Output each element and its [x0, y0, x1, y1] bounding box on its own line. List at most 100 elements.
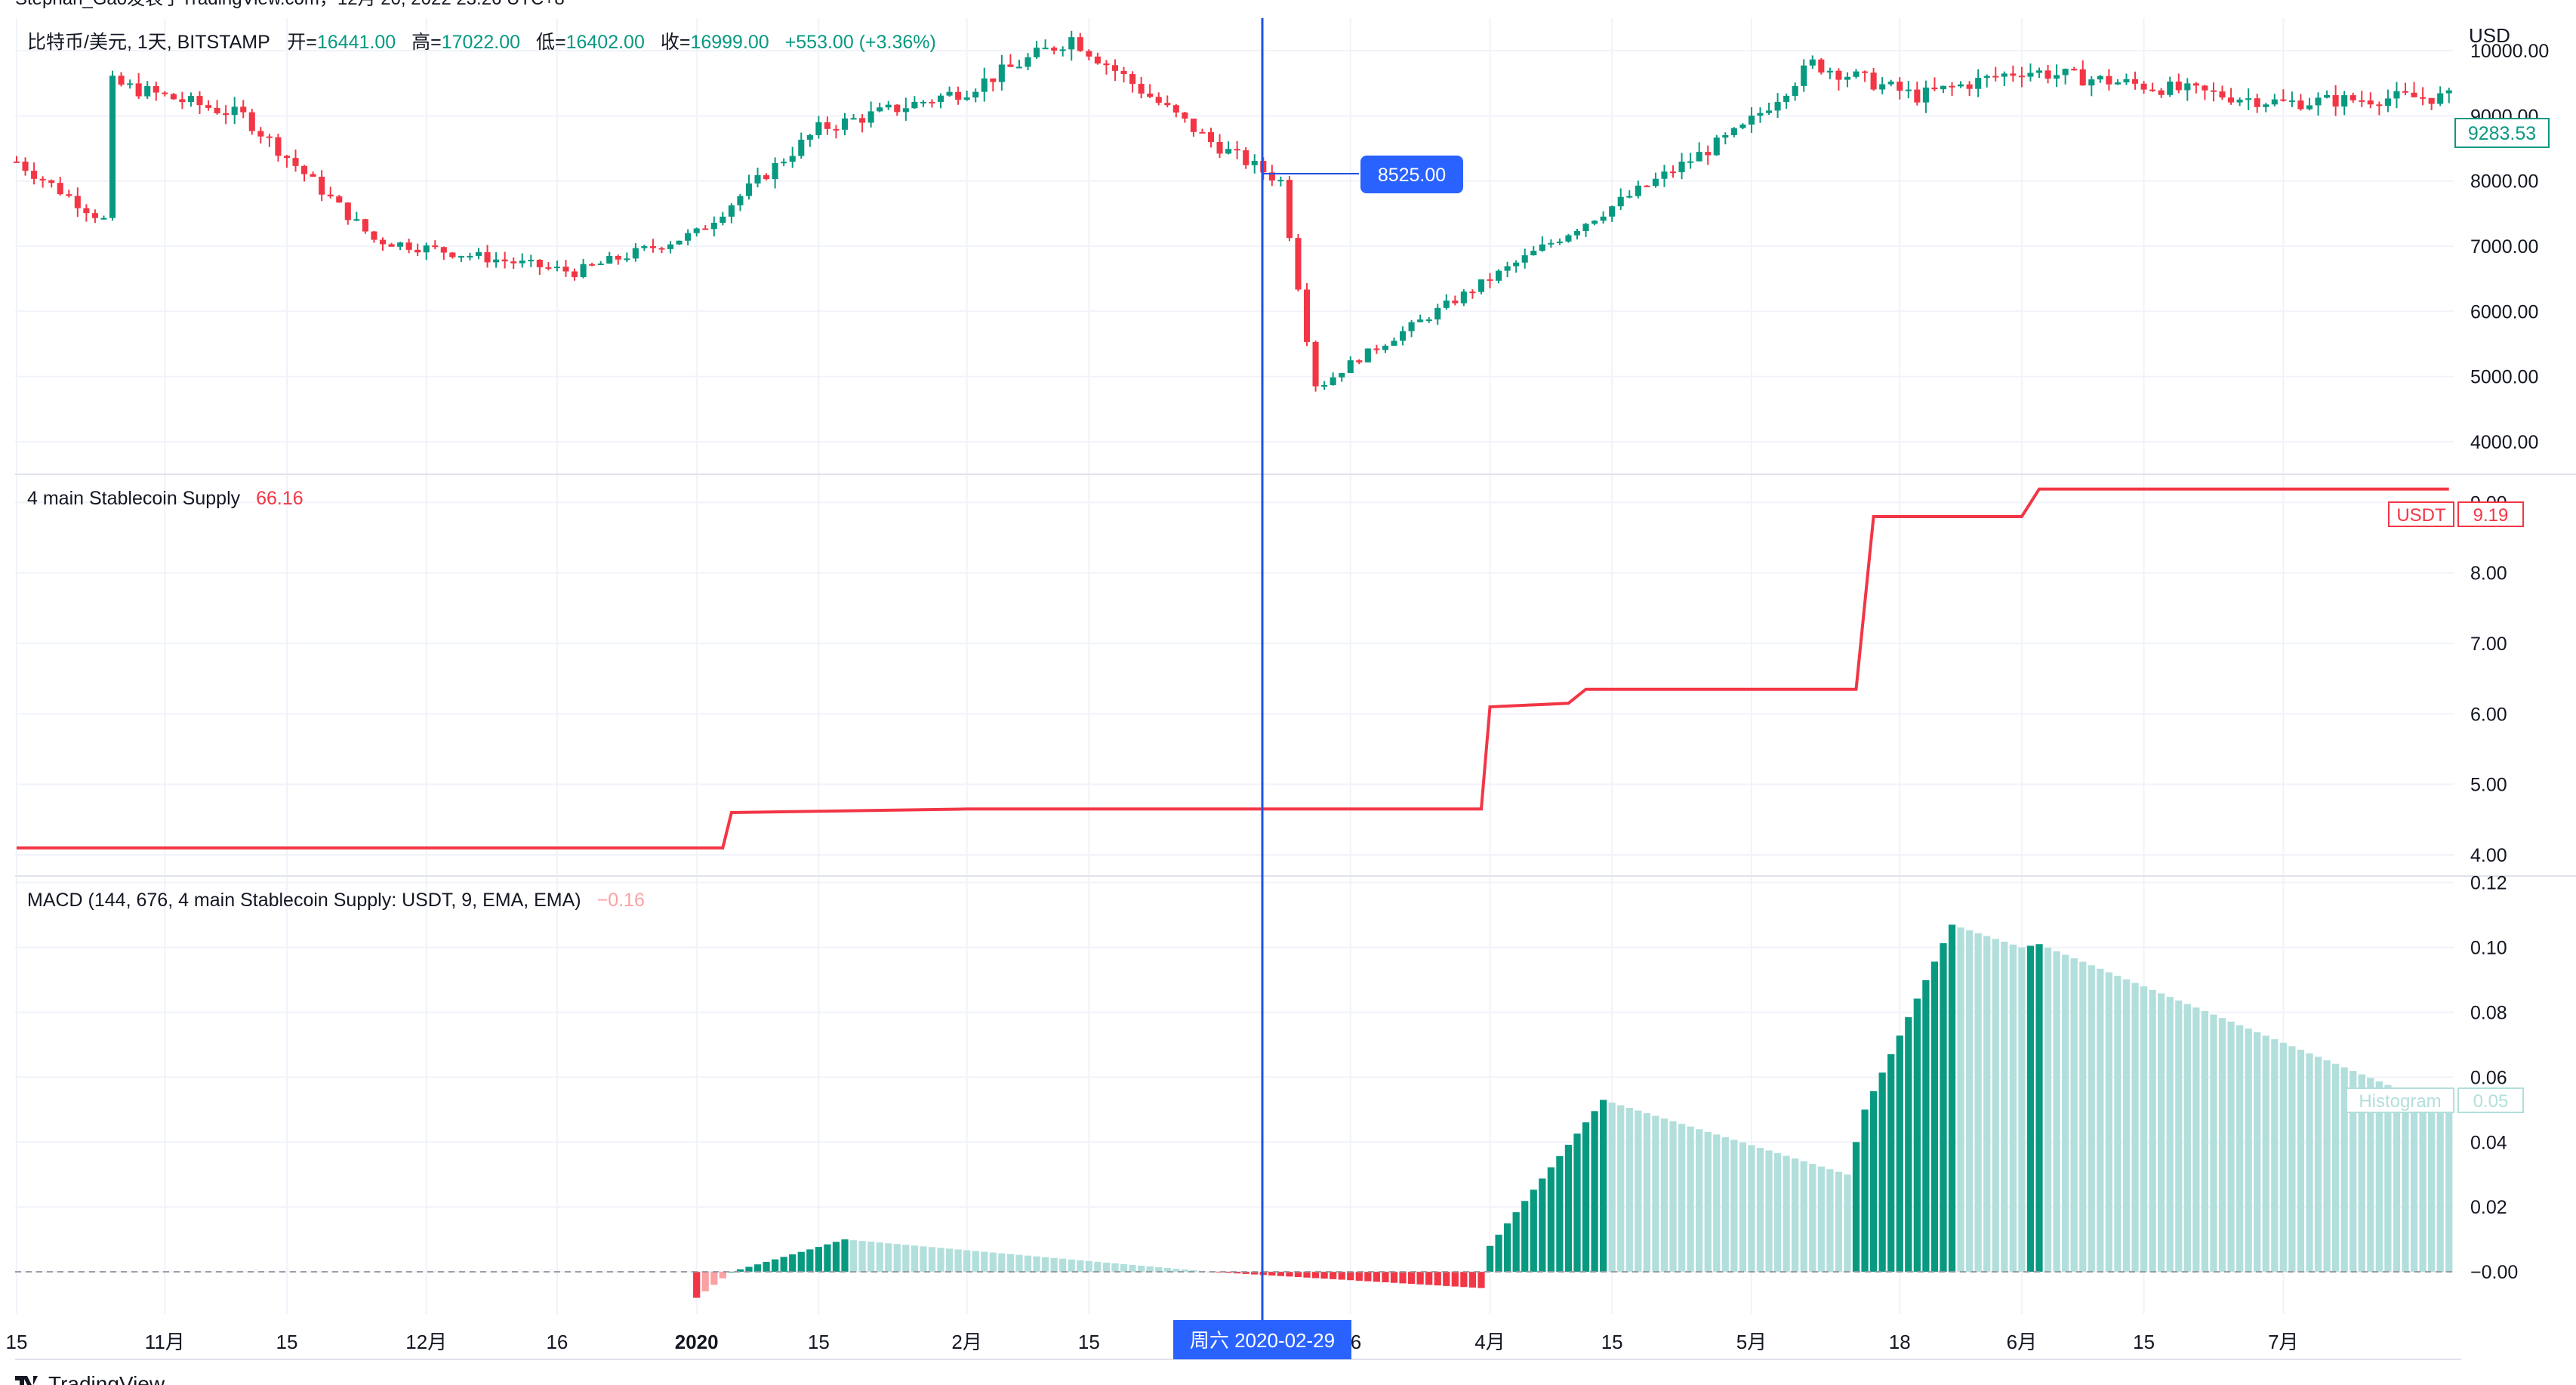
candle-body: [205, 105, 212, 108]
histogram-bar: [2393, 1088, 2401, 1272]
histogram-bar: [1338, 1272, 1345, 1280]
histogram-bar: [972, 1251, 979, 1272]
price-axis[interactable]: 10000.009000.008000.007000.006000.005000…: [2470, 41, 2549, 453]
histogram-bar: [1800, 1161, 1807, 1272]
candle-body: [2271, 99, 2278, 105]
candle-body: [2158, 90, 2165, 95]
candle-body: [371, 231, 377, 240]
histogram-bar: [1451, 1272, 1459, 1287]
histogram-bar: [2254, 1032, 2261, 1272]
candle-body: [231, 106, 238, 116]
candle-body: [2079, 69, 2086, 86]
histogram-bar: [1878, 1072, 1886, 1272]
histogram-bar: [1102, 1262, 1111, 1272]
histogram-bar: [1181, 1269, 1188, 1272]
candle-body: [510, 261, 517, 264]
histogram-bar: [1085, 1260, 1092, 1272]
candle-body: [1844, 76, 1851, 80]
candle-body: [2219, 91, 2226, 98]
candle-body: [2131, 79, 2139, 84]
candle-body: [135, 83, 142, 97]
candle-body: [1382, 345, 1388, 350]
indicator-price-axis[interactable]: 9.008.007.006.005.004.00: [2470, 492, 2507, 866]
candle-body: [1182, 112, 1188, 119]
candle-body: [2263, 104, 2269, 107]
histogram-bar: [1696, 1129, 1703, 1272]
histogram-bar: [1111, 1263, 1119, 1272]
time-axis[interactable]: 1511月1512月162020152月15164月155月186月157月: [6, 1331, 2299, 1353]
macd-price-axis[interactable]: 0.12 0.10 0.08 0.06 0.04 0.02 −0.00: [2470, 873, 2518, 1284]
candle-body: [1609, 206, 1616, 217]
histogram-bar: [1443, 1272, 1450, 1286]
histogram-bar: [1783, 1155, 1790, 1272]
candle-body: [2306, 105, 2313, 110]
candle-body: [57, 183, 63, 195]
candle-body: [2236, 100, 2243, 103]
candle-body: [1949, 85, 1955, 88]
candle-body: [772, 162, 778, 180]
candle-body: [1190, 119, 1197, 132]
histogram-bar: [1756, 1147, 1764, 1272]
candle-body: [1600, 216, 1607, 221]
candle-body: [66, 194, 72, 196]
histogram-bar: [954, 1249, 962, 1272]
candle-body: [1905, 89, 1912, 91]
histogram-bar: [1669, 1121, 1677, 1272]
candle-body: [1199, 131, 1206, 134]
candle-body: [327, 194, 334, 197]
histogram-bar: [1234, 1272, 1241, 1274]
candle-body: [2367, 100, 2374, 105]
crosshair-date-label-bg: [1173, 1320, 1351, 1359]
candle-body: [1748, 116, 1755, 125]
histogram-bar: [2105, 972, 2113, 1272]
legend-low-value: 16402.00: [566, 32, 645, 53]
histogram-bar: [1024, 1255, 1032, 1272]
candle-body: [1565, 235, 1572, 242]
candlestick-series[interactable]: [13, 30, 2452, 392]
candle-body: [2044, 70, 2051, 79]
histogram-bar: [2445, 1109, 2453, 1272]
candle-body: [676, 240, 683, 245]
candle-body: [353, 219, 360, 221]
price-tick-label: 10000.00: [2470, 41, 2549, 62]
histogram-bar: [1129, 1264, 1136, 1272]
candle-body: [1400, 331, 1407, 341]
legend-high-value: 17022.00: [442, 32, 520, 53]
candle-body: [484, 251, 491, 263]
candle-body: [1225, 149, 1232, 154]
histogram-bar: [963, 1250, 971, 1272]
histogram-bar: [2288, 1046, 2296, 1272]
macd-tick-label: 0.10: [2470, 938, 2507, 959]
histogram-bar: [2183, 1004, 2191, 1272]
candle-body: [798, 139, 805, 156]
macd-histogram-series[interactable]: [693, 924, 2453, 1298]
histogram-bar: [2262, 1035, 2269, 1272]
histogram-bar: [1896, 1035, 1903, 1272]
candle-body: [737, 196, 744, 205]
candle-body: [972, 91, 979, 98]
histogram-bar: [1582, 1122, 1590, 1272]
candle-body: [379, 239, 387, 245]
candle-body: [2202, 85, 2208, 91]
stablecoin-line-series[interactable]: [17, 487, 2449, 850]
legend-open-label: 开=: [287, 32, 317, 53]
candle-body: [1975, 78, 1982, 89]
legend-open-value: 16441.00: [317, 32, 396, 53]
price-tick-label: 8000.00: [2470, 171, 2538, 193]
histogram-bar: [2384, 1084, 2392, 1272]
histogram-bar: [2436, 1106, 2444, 1272]
histogram-bar: [1320, 1272, 1328, 1279]
candle-body: [806, 134, 813, 140]
histogram-bar: [2088, 965, 2095, 1272]
tradingview-logo[interactable]: TradingView: [15, 1372, 165, 1385]
candle-body: [109, 76, 116, 218]
candle-body: [1120, 70, 1127, 75]
histogram-bar: [1817, 1166, 1825, 1272]
price-tick-label: 7000.00: [2470, 236, 2538, 258]
histogram-bar: [1163, 1268, 1171, 1272]
candle-body: [2167, 82, 2174, 95]
candle-body: [2245, 98, 2252, 100]
candle-body: [1207, 132, 1215, 142]
indicator-tick-label: 7.00: [2470, 634, 2507, 655]
